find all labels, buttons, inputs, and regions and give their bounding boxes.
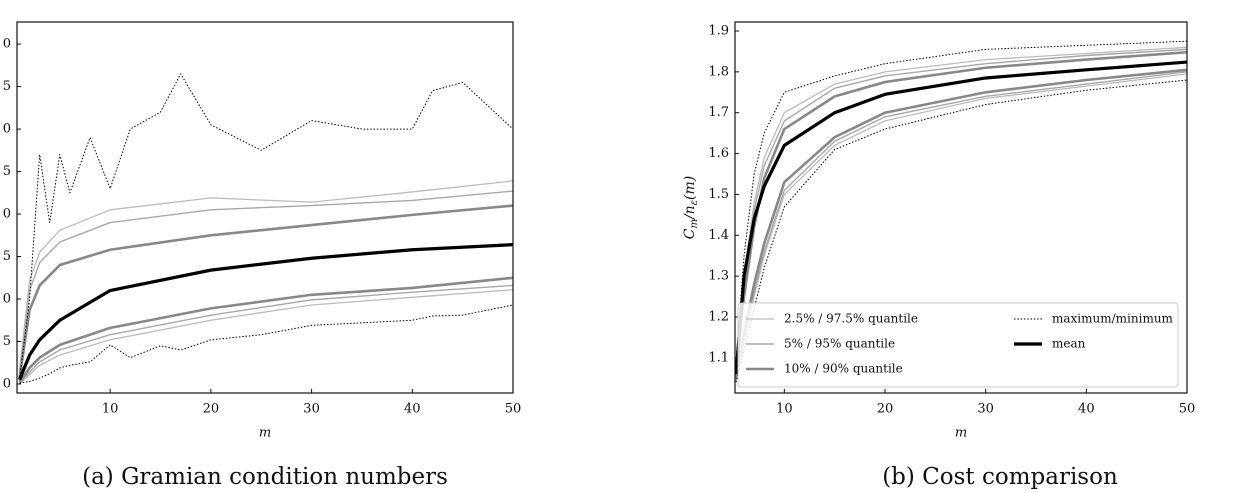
x-tick-label: 20 <box>203 402 220 417</box>
series-line <box>19 284 513 384</box>
legend-label: mean <box>1052 337 1086 351</box>
y-tick-label: 1.1 <box>708 350 729 365</box>
legend-label: maximum/minimum <box>1052 312 1174 326</box>
caption: (a) Gramian condition numbers <box>82 464 448 490</box>
y-tick-label: 1.8 <box>708 64 729 79</box>
y-tick-label: 5 <box>3 334 11 349</box>
x-tick-label: 10 <box>102 402 119 417</box>
series-line <box>18 190 513 376</box>
legend-label: 10% / 90% quantile <box>784 362 903 376</box>
x-tick-label: 30 <box>303 402 320 417</box>
y-tick-label: 1.2 <box>708 310 729 325</box>
x-axis-label: m <box>955 426 967 441</box>
series-line <box>18 204 513 379</box>
y-tick-label: 0 <box>3 292 11 307</box>
series-line <box>19 73 513 380</box>
y-tick-label: 5 <box>3 249 11 264</box>
x-tick-label: 50 <box>505 402 522 417</box>
y-tick-label: 1.7 <box>708 105 729 120</box>
y-axis-label-part: /n <box>682 205 698 221</box>
y-axis-label-part: ε <box>689 200 700 205</box>
series-line <box>19 304 513 384</box>
x-tick-label: 50 <box>1179 402 1196 417</box>
y-tick-label: 1.5 <box>708 187 729 202</box>
y-tick-label: 1.6 <box>708 146 729 161</box>
x-tick-label: 20 <box>877 402 894 417</box>
legend-label: 5% / 95% quantile <box>784 337 895 351</box>
y-tick-label: 5 <box>3 79 11 94</box>
legend-label: 2.5% / 97.5% quantile <box>784 312 918 326</box>
legend-box <box>737 302 1179 388</box>
caption: (b) Cost comparison <box>882 464 1118 490</box>
plot-lines <box>18 73 513 385</box>
x-tick-label: 10 <box>776 402 793 417</box>
y-tick-label: 5 <box>3 164 11 179</box>
y-tick-label: 0 <box>3 207 11 222</box>
plot-frame <box>16 21 514 394</box>
series-line <box>735 60 1187 375</box>
y-axis-label: Cm/nε(m) <box>682 176 700 240</box>
y-tick-label: 0 <box>3 376 11 391</box>
series-line <box>18 243 513 381</box>
plot-frame <box>734 21 1188 394</box>
series-line <box>18 180 513 371</box>
y-axis-label-part: (m) <box>682 176 698 200</box>
series-line <box>18 276 513 384</box>
series-line <box>735 50 1187 371</box>
y-axis-label-part: m <box>689 219 700 228</box>
y-tick-label: 1.4 <box>708 228 729 243</box>
y-tick-label: 1.9 <box>708 23 729 38</box>
x-tick-label: 30 <box>977 402 994 417</box>
x-tick-label: 40 <box>404 402 421 417</box>
x-tick-label: 40 <box>1078 402 1095 417</box>
x-axis-label: m <box>259 426 271 441</box>
series-line <box>19 289 513 385</box>
y-tick-label: 0 <box>3 37 11 52</box>
y-tick-label: 0 <box>3 122 11 137</box>
y-tick-label: 1.3 <box>708 269 729 284</box>
y-axis-label-part: C <box>682 228 698 239</box>
